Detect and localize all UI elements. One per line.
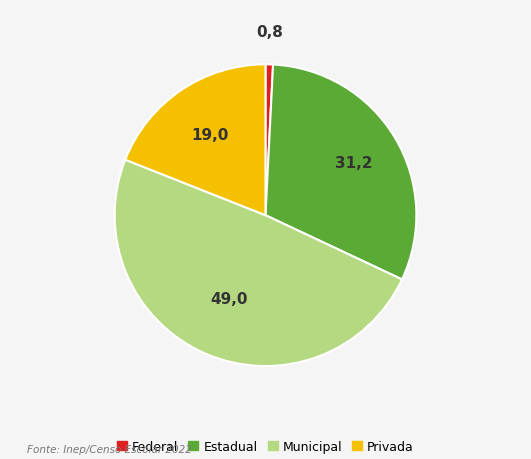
Text: 0,8: 0,8	[256, 25, 284, 39]
Text: 19,0: 19,0	[192, 127, 229, 142]
Text: Fonte: Inep/Censo Escolar 2022: Fonte: Inep/Censo Escolar 2022	[27, 444, 191, 454]
Wedge shape	[266, 65, 273, 216]
Wedge shape	[125, 65, 266, 216]
Text: 49,0: 49,0	[211, 291, 249, 306]
Wedge shape	[115, 160, 402, 366]
Text: 31,2: 31,2	[335, 156, 372, 171]
Wedge shape	[266, 65, 416, 280]
Legend: Federal, Estadual, Municipal, Privada: Federal, Estadual, Municipal, Privada	[112, 435, 419, 458]
